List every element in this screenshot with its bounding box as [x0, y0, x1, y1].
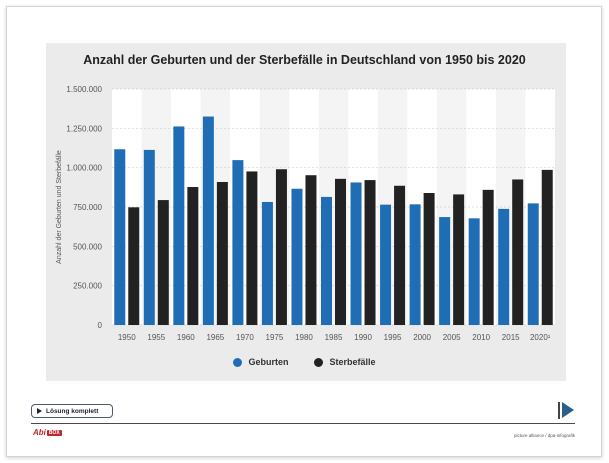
- bar-sterbefaelle-2000: [423, 192, 435, 325]
- bar-geburten-1995: [380, 204, 392, 325]
- x-tick-label-6: 1980: [295, 333, 313, 342]
- bar-sterbefaelle-2015: [512, 179, 524, 325]
- y-tick-label-6: 1.500.000: [66, 85, 102, 94]
- bar-sterbefaelle-1975: [275, 169, 287, 325]
- next-slide-button[interactable]: [558, 402, 576, 419]
- bar-geburten-1955: [143, 149, 155, 325]
- legend-label-sterbefaelle: Sterbefälle: [329, 357, 376, 367]
- bar-geburten-2010: [468, 218, 480, 325]
- x-tick-label-14: 2020¹: [530, 333, 551, 342]
- legend-label-geburten: Geburten: [248, 357, 289, 367]
- x-tick-label-5: 1975: [266, 333, 284, 342]
- bar-sterbefaelle-1995: [394, 185, 406, 325]
- bar-geburten-1975: [261, 201, 273, 325]
- image-credit: picture alliance / dpa-infografik: [513, 433, 575, 438]
- x-tick-label-2: 1960: [177, 333, 195, 342]
- play-icon: [37, 408, 42, 414]
- bar-sterbefaelle-2005: [453, 194, 465, 325]
- bar-sterbefaelle-1965: [216, 181, 228, 325]
- bar-geburten-2015: [498, 208, 510, 325]
- bar-geburten-1985: [321, 196, 332, 325]
- bar-sterbefaelle-1990: [364, 180, 376, 325]
- y-tick-labels: 0 250.000 500.000 750.000 1.000.000 1.250.000…: [66, 85, 102, 330]
- bar-geburten-2005: [439, 217, 451, 325]
- chart-title: Anzahl der Geburten und der Sterbefälle …: [83, 53, 526, 67]
- bar-geburten-1965: [202, 116, 214, 326]
- logo-text: Abi: [33, 428, 46, 437]
- y-tick-label-0: 0: [98, 321, 103, 330]
- y-tick-label-3: 750.000: [73, 203, 102, 212]
- x-tick-label-8: 1990: [354, 333, 372, 342]
- x-tick-label-0: 1950: [118, 333, 136, 342]
- y-tick-label-4: 1.000.000: [66, 164, 102, 173]
- x-tick-label-9: 1995: [384, 333, 402, 342]
- gridlines: [112, 88, 555, 326]
- legend: Geburten Sterbefälle: [0, 357, 609, 367]
- y-tick-label-5: 1.250.000: [66, 124, 102, 133]
- bar-sterbefaelle-1955: [157, 200, 169, 325]
- legend-dot-sterbefaelle: [314, 357, 324, 367]
- bar-sterbefaelle-1970: [246, 171, 258, 325]
- solution-button[interactable]: Lösung komplett: [31, 404, 113, 418]
- y-axis-label: Anzahl der Geburten und Sterbefälle: [56, 150, 63, 264]
- legend-item-geburten: Geburten: [233, 357, 288, 367]
- abibox-logo: Abi BOX: [33, 428, 62, 437]
- bar-geburten-1980: [291, 188, 303, 325]
- x-tick-label-10: 2000: [413, 333, 431, 342]
- bar-sterbefaelle-1960: [187, 187, 199, 325]
- x-tick-label-13: 2015: [502, 333, 520, 342]
- bar-geburten-1990: [350, 182, 362, 325]
- solution-button-label: Lösung komplett: [46, 407, 99, 415]
- bar-geburten-2020¹: [527, 203, 539, 325]
- y-tick-label-1: 250.000: [73, 282, 102, 291]
- x-tick-label-7: 1985: [325, 333, 343, 342]
- y-tick-label-2: 500.000: [73, 242, 102, 251]
- x-tick-label-4: 1970: [236, 333, 254, 342]
- legend-item-sterbefaelle: Sterbefälle: [314, 357, 376, 367]
- footer-divider: [31, 423, 575, 424]
- bars: [114, 116, 553, 326]
- bar-geburten-1960: [173, 126, 185, 325]
- x-tick-labels: 1950 1955 1960 1965 1970 1975 1980 1985 1990 1995…: [118, 333, 551, 342]
- bar-sterbefaelle-1980: [305, 175, 317, 325]
- bar-sterbefaelle-1950: [128, 207, 140, 325]
- next-arrow-icon: [562, 402, 574, 418]
- bar-geburten-1970: [232, 160, 244, 325]
- bar-sterbefaelle-1985: [335, 178, 346, 325]
- bar-sterbefaelle-2010: [482, 189, 494, 325]
- x-tick-label-1: 1955: [147, 333, 165, 342]
- bar-geburten-2000: [409, 204, 421, 325]
- legend-dot-geburten: [233, 357, 243, 367]
- x-tick-label-12: 2010: [472, 333, 490, 342]
- x-tick-label-3: 1965: [206, 333, 224, 342]
- bar-sterbefaelle-2020¹: [541, 169, 553, 325]
- x-tick-label-11: 2005: [443, 333, 461, 342]
- bar-geburten-1950: [114, 149, 126, 325]
- next-bar-icon: [558, 402, 560, 419]
- logo-box: BOX: [46, 429, 62, 436]
